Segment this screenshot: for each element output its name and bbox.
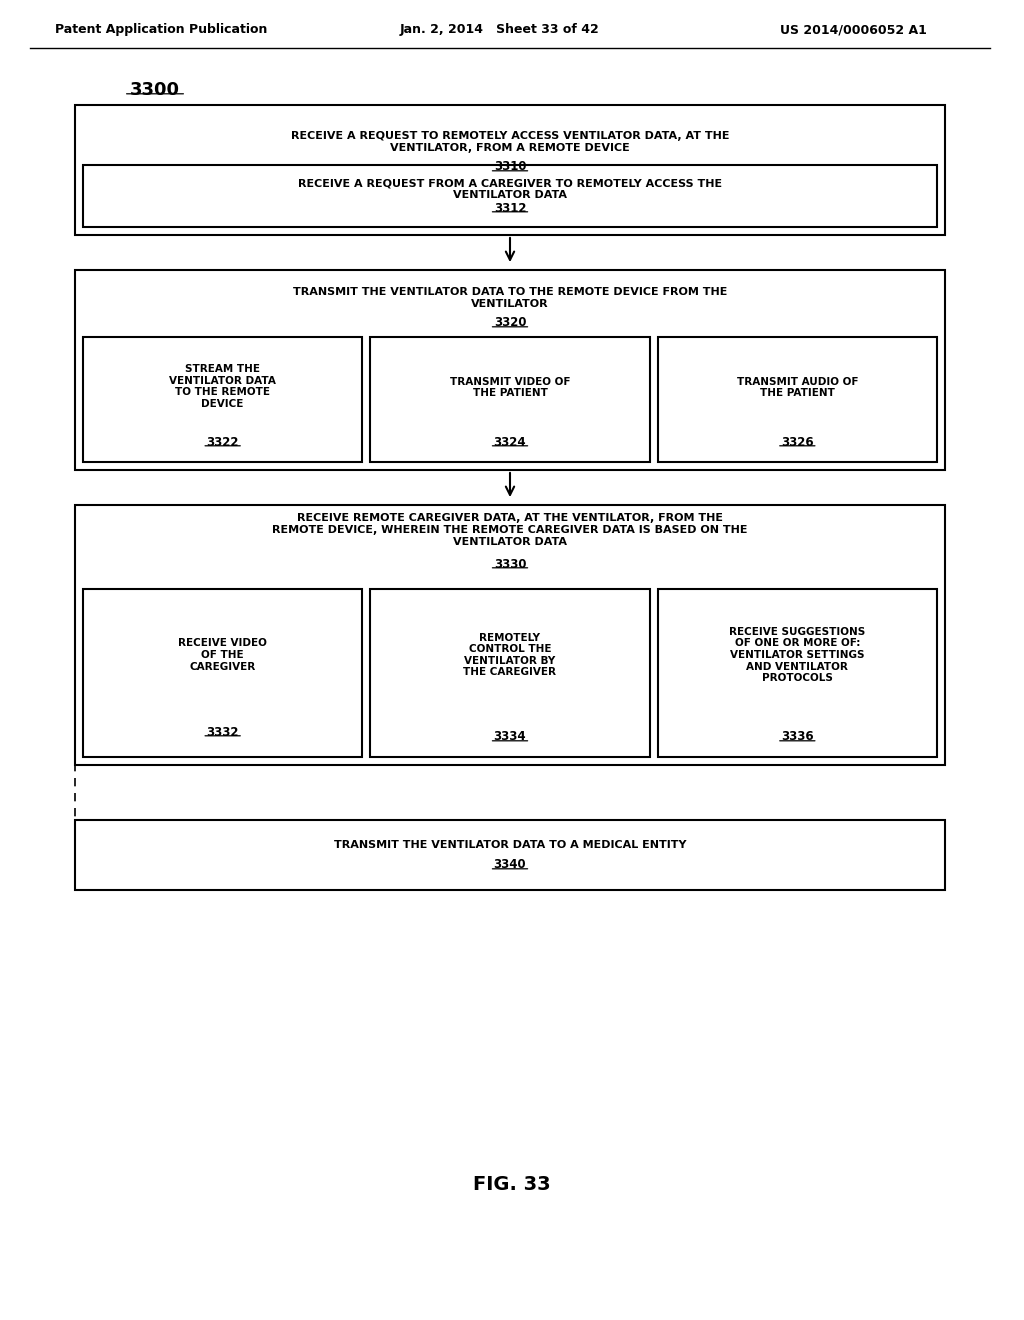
- FancyBboxPatch shape: [83, 165, 937, 227]
- Text: 3324: 3324: [494, 436, 526, 449]
- Text: 3322: 3322: [207, 436, 239, 449]
- FancyBboxPatch shape: [75, 271, 945, 470]
- FancyBboxPatch shape: [75, 506, 945, 766]
- Text: 3310: 3310: [494, 161, 526, 173]
- Text: RECEIVE A REQUEST FROM A CAREGIVER TO REMOTELY ACCESS THE
VENTILATOR DATA: RECEIVE A REQUEST FROM A CAREGIVER TO RE…: [298, 178, 722, 199]
- Text: Patent Application Publication: Patent Application Publication: [55, 24, 267, 37]
- FancyBboxPatch shape: [83, 337, 362, 462]
- Text: STREAM THE
VENTILATOR DATA
TO THE REMOTE
DEVICE: STREAM THE VENTILATOR DATA TO THE REMOTE…: [169, 364, 276, 409]
- Text: TRANSMIT THE VENTILATOR DATA TO A MEDICAL ENTITY: TRANSMIT THE VENTILATOR DATA TO A MEDICA…: [334, 840, 686, 850]
- Text: 3312: 3312: [494, 202, 526, 214]
- Text: RECEIVE VIDEO
OF THE
CAREGIVER: RECEIVE VIDEO OF THE CAREGIVER: [178, 639, 267, 672]
- Text: US 2014/0006052 A1: US 2014/0006052 A1: [780, 24, 927, 37]
- Text: 3336: 3336: [781, 730, 814, 743]
- Text: 3330: 3330: [494, 557, 526, 570]
- FancyBboxPatch shape: [657, 589, 937, 756]
- Text: 3334: 3334: [494, 730, 526, 743]
- FancyBboxPatch shape: [75, 106, 945, 235]
- Text: RECEIVE REMOTE CAREGIVER DATA, AT THE VENTILATOR, FROM THE
REMOTE DEVICE, WHEREI: RECEIVE REMOTE CAREGIVER DATA, AT THE VE…: [272, 513, 748, 546]
- Text: RECEIVE SUGGESTIONS
OF ONE OR MORE OF:
VENTILATOR SETTINGS
AND VENTILATOR
PROTOC: RECEIVE SUGGESTIONS OF ONE OR MORE OF: V…: [729, 627, 865, 684]
- Text: Jan. 2, 2014   Sheet 33 of 42: Jan. 2, 2014 Sheet 33 of 42: [400, 24, 600, 37]
- FancyBboxPatch shape: [371, 337, 649, 462]
- FancyBboxPatch shape: [371, 589, 649, 756]
- Text: 3320: 3320: [494, 317, 526, 330]
- Text: 3332: 3332: [207, 726, 239, 738]
- FancyBboxPatch shape: [75, 820, 945, 890]
- FancyBboxPatch shape: [657, 337, 937, 462]
- Text: RECEIVE A REQUEST TO REMOTELY ACCESS VENTILATOR DATA, AT THE
VENTILATOR, FROM A : RECEIVE A REQUEST TO REMOTELY ACCESS VEN…: [291, 131, 729, 153]
- Text: 3300: 3300: [130, 81, 180, 99]
- FancyBboxPatch shape: [83, 589, 362, 756]
- Text: 3326: 3326: [781, 436, 814, 449]
- Text: 3340: 3340: [494, 858, 526, 871]
- Text: TRANSMIT THE VENTILATOR DATA TO THE REMOTE DEVICE FROM THE
VENTILATOR: TRANSMIT THE VENTILATOR DATA TO THE REMO…: [293, 288, 727, 309]
- Text: REMOTELY
CONTROL THE
VENTILATOR BY
THE CAREGIVER: REMOTELY CONTROL THE VENTILATOR BY THE C…: [464, 632, 556, 677]
- Text: FIG. 33: FIG. 33: [473, 1176, 551, 1195]
- Text: TRANSMIT AUDIO OF
THE PATIENT: TRANSMIT AUDIO OF THE PATIENT: [736, 376, 858, 399]
- Text: TRANSMIT VIDEO OF
THE PATIENT: TRANSMIT VIDEO OF THE PATIENT: [450, 376, 570, 399]
